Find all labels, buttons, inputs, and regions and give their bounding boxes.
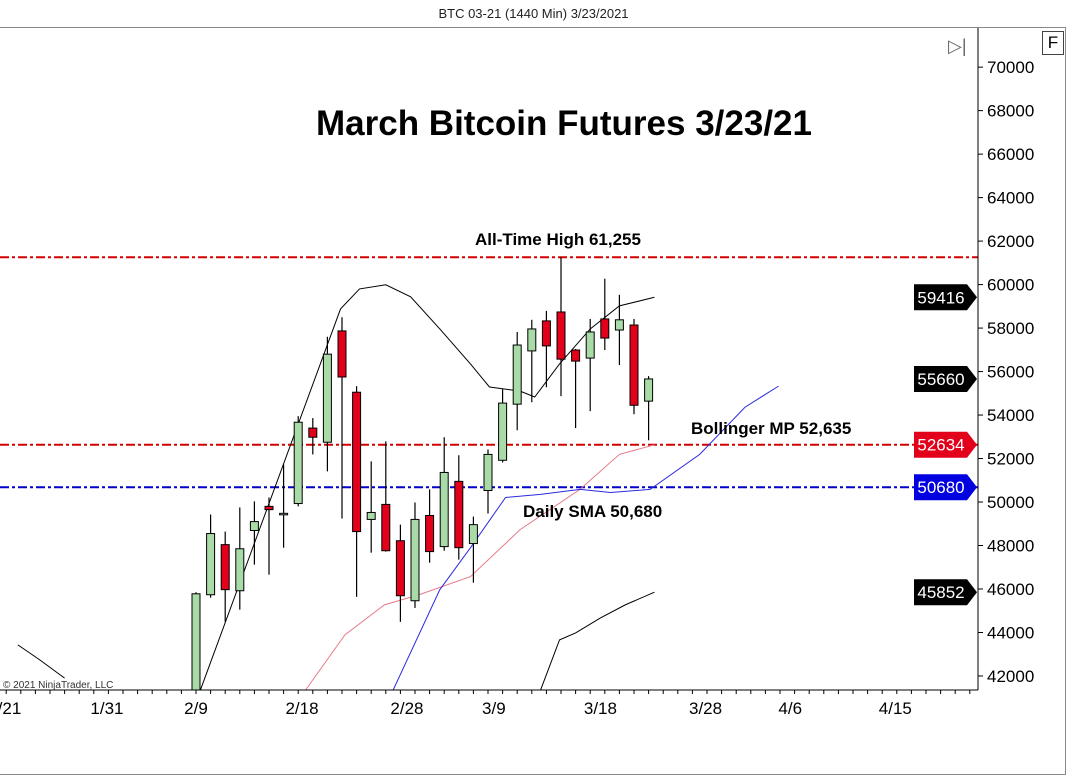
upper-band-line bbox=[17, 644, 65, 679]
bollinger-annotation: Bollinger MP 52,635 bbox=[691, 419, 851, 438]
y-tick-label: 62000 bbox=[987, 232, 1034, 251]
y-tick-label: 64000 bbox=[987, 189, 1034, 208]
x-tick-label: 3/9 bbox=[482, 699, 506, 718]
window-title: BTC 03-21 (1440 Min) 3/23/2021 bbox=[438, 6, 629, 21]
f-button[interactable]: F bbox=[1042, 31, 1064, 55]
middle-band-line bbox=[305, 444, 655, 690]
price-marker-label: 50680 bbox=[917, 478, 964, 497]
candle-up bbox=[366, 511, 376, 520]
price-marker bbox=[914, 579, 977, 606]
chart-title: March Bitcoin Futures 3/23/21 bbox=[316, 104, 812, 143]
price-marker bbox=[914, 284, 977, 311]
chart-frame bbox=[0, 27, 1066, 775]
price-marker-label: 59416 bbox=[917, 288, 964, 307]
candle-up bbox=[439, 471, 449, 548]
play-to-end-icon[interactable]: ▷| bbox=[948, 36, 967, 56]
candle-up bbox=[644, 378, 654, 402]
candle-up bbox=[483, 453, 493, 491]
price-marker-label: 52634 bbox=[917, 436, 964, 455]
ath-annotation: All-Time High 61,255 bbox=[475, 230, 641, 249]
sma-annotation: Daily SMA 50,680 bbox=[523, 502, 662, 521]
candle-up bbox=[498, 402, 508, 461]
candle-up bbox=[191, 593, 201, 690]
candle-up bbox=[614, 319, 624, 331]
y-tick-label: 42000 bbox=[987, 667, 1034, 686]
x-tick-label: 1/31 bbox=[90, 699, 123, 718]
candle-down bbox=[352, 391, 362, 533]
x-tick-label: 2/9 bbox=[184, 699, 208, 718]
candle-down bbox=[571, 349, 581, 362]
candle-down bbox=[220, 544, 230, 591]
y-tick-label: 60000 bbox=[987, 276, 1034, 295]
x-tick-label: 1/21 bbox=[0, 699, 21, 718]
candle-up bbox=[206, 533, 216, 596]
copyright-text: © 2021 NinjaTrader, LLC bbox=[3, 680, 113, 691]
candle-down bbox=[395, 540, 405, 597]
x-tick-label: 3/18 bbox=[584, 699, 617, 718]
y-tick-label: 48000 bbox=[987, 537, 1034, 556]
price-marker bbox=[914, 474, 977, 501]
candle-down bbox=[454, 480, 464, 549]
y-tick-label: 46000 bbox=[987, 580, 1034, 599]
y-tick-label: 56000 bbox=[987, 363, 1034, 382]
x-tick-label: 4/6 bbox=[778, 699, 802, 718]
candle-down bbox=[600, 318, 610, 339]
candle-down bbox=[629, 324, 639, 406]
candle-down bbox=[541, 320, 551, 347]
y-tick-label: 44000 bbox=[987, 623, 1034, 642]
y-tick-label: 66000 bbox=[987, 145, 1034, 164]
price-marker-label: 55660 bbox=[917, 370, 964, 389]
y-tick-label: 68000 bbox=[987, 102, 1034, 121]
price-marker bbox=[914, 365, 977, 392]
y-tick-label: 70000 bbox=[987, 58, 1034, 77]
lower-band-line bbox=[540, 591, 655, 690]
y-tick-label: 54000 bbox=[987, 406, 1034, 425]
x-tick-label: 4/15 bbox=[879, 699, 912, 718]
upper-band-line bbox=[199, 284, 655, 690]
candle-up bbox=[512, 344, 522, 405]
candle-up bbox=[293, 421, 303, 505]
candle-down bbox=[425, 515, 435, 553]
candle-down bbox=[264, 505, 274, 511]
candle-down bbox=[337, 330, 347, 378]
candle-down bbox=[556, 311, 566, 360]
x-tick-label: 2/28 bbox=[390, 699, 423, 718]
candle-up bbox=[410, 518, 420, 602]
price-marker-label: 45852 bbox=[917, 583, 964, 602]
candle-down bbox=[381, 503, 391, 552]
candle-up bbox=[585, 331, 595, 359]
y-tick-label: 50000 bbox=[987, 493, 1034, 512]
candle-up bbox=[322, 353, 332, 443]
x-tick-label: 2/18 bbox=[285, 699, 318, 718]
y-tick-label: 52000 bbox=[987, 450, 1034, 469]
price-marker bbox=[914, 431, 977, 458]
candle-up bbox=[527, 328, 537, 352]
y-tick-label: 58000 bbox=[987, 319, 1034, 338]
candle-up bbox=[279, 512, 289, 516]
candle-up bbox=[468, 524, 478, 545]
x-tick-label: 3/28 bbox=[689, 699, 722, 718]
candle-up bbox=[235, 548, 245, 592]
sma-line bbox=[392, 385, 779, 690]
candle-up bbox=[249, 521, 259, 532]
candle-down bbox=[308, 427, 318, 438]
